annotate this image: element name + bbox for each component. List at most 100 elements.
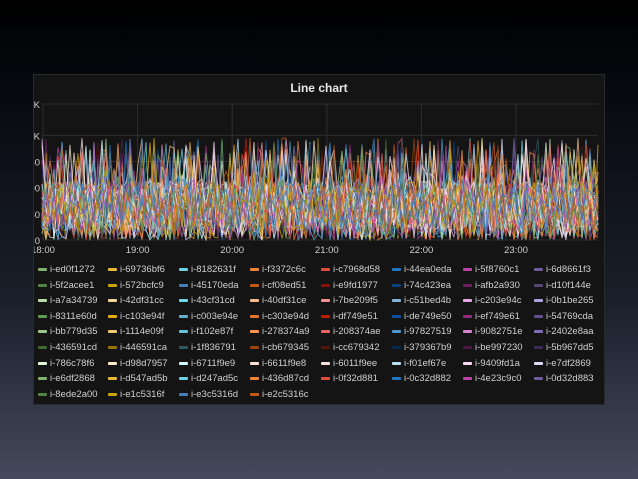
legend-item[interactable]: i-7be209f5: [321, 294, 378, 307]
legend-item[interactable]: i-4e23c9c0: [463, 372, 521, 385]
legend-label: i-ed0f1272: [50, 264, 95, 275]
legend-swatch: [179, 345, 188, 349]
legend-item[interactable]: i-5f2acee1: [38, 279, 94, 292]
legend-item[interactable]: i-436591cd: [38, 341, 97, 354]
legend-swatch: [38, 345, 47, 349]
legend-swatch: [321, 377, 330, 381]
legend-item[interactable]: i-572bcfc9: [108, 279, 164, 292]
legend-item[interactable]: i-9082751e: [463, 325, 523, 338]
legend-item[interactable]: i-54769cda: [534, 310, 593, 323]
legend-swatch: [321, 299, 330, 303]
legend-item[interactable]: i-2402e8aa: [534, 325, 594, 338]
legend-item[interactable]: i-d247ad5c: [179, 372, 238, 385]
legend-label: i-1114e09f: [120, 326, 164, 338]
legend-item[interactable]: i-cc679342: [321, 341, 379, 354]
legend-item[interactable]: i-e1c5316f: [108, 388, 164, 401]
legend-item[interactable]: i-1f836791: [179, 341, 236, 354]
legend-item[interactable]: i-379367b9: [392, 341, 452, 354]
x-tick-label: 20:00: [220, 245, 244, 256]
legend-item[interactable]: i-afb2a930: [463, 279, 520, 292]
legend-item[interactable]: i-9409fd1a: [463, 357, 520, 370]
legend-item[interactable]: i-cb679345: [250, 341, 309, 354]
legend-item[interactable]: i-208374ae: [321, 325, 381, 338]
legend-swatch: [463, 314, 472, 318]
legend-item[interactable]: i-c103e94f: [108, 310, 164, 323]
legend-item[interactable]: i-74c423ea: [392, 279, 451, 292]
legend-item[interactable]: i-45170eda: [179, 279, 239, 292]
legend-item[interactable]: i-1114e09f: [108, 325, 164, 338]
legend-item[interactable]: i-786c78f6: [38, 357, 94, 370]
legend-swatch: [463, 283, 472, 287]
legend-item[interactable]: i-de749e50: [392, 310, 452, 323]
legend-label: i-cf08ed51: [262, 279, 307, 291]
legend-item[interactable]: i-6011f9ee: [321, 357, 377, 370]
legend-swatch: [534, 299, 543, 303]
legend-label: i-6011f9ee: [333, 357, 378, 369]
y-tick-label: 500: [34, 184, 40, 195]
legend-label: i-1f836791: [191, 342, 236, 353]
legend-item[interactable]: i-69736bf6: [108, 263, 165, 276]
legend-label: i-436591cd: [50, 342, 98, 353]
legend-item[interactable]: i-c203e94c: [463, 294, 521, 307]
legend-swatch: [463, 330, 472, 334]
legend-swatch: [534, 267, 543, 271]
series-line-i-4e23c9c0: [41, 146, 599, 242]
legend-item[interactable]: i-d10f144e: [534, 279, 591, 292]
legend-label: i-97827519: [404, 326, 452, 338]
legend-item[interactable]: i-6611f9e8: [250, 357, 306, 370]
legend-item[interactable]: i-0d32d883: [534, 372, 594, 385]
legend-item[interactable]: i-c303e94d: [250, 310, 309, 323]
legend-item[interactable]: i-f01ef67e: [392, 357, 446, 370]
legend-item[interactable]: i-97827519: [392, 325, 452, 338]
legend-item[interactable]: i-6711f9e9: [179, 357, 235, 370]
legend-swatch: [38, 299, 47, 303]
legend-item[interactable]: i-8182631f: [179, 263, 236, 276]
legend-item[interactable]: i-5f8760c1: [463, 263, 519, 276]
legend-swatch: [534, 345, 543, 349]
legend-label: i-e2c5316c: [262, 388, 309, 400]
legend-item[interactable]: i-df749e51: [321, 310, 378, 323]
legend-item[interactable]: i-e9fd1977: [321, 279, 378, 292]
legend-item[interactable]: i-d98d7957: [108, 357, 168, 370]
legend-item[interactable]: i-40df31ce: [250, 294, 306, 307]
legend-swatch: [392, 377, 401, 381]
legend-item[interactable]: i-e7df2869: [534, 357, 591, 370]
legend-item[interactable]: i-0c32d882: [392, 372, 451, 385]
legend-item[interactable]: i-44ea0eda: [392, 263, 452, 276]
legend-item[interactable]: i-ed0f1272: [38, 263, 95, 276]
legend-item[interactable]: i-e3c5316d: [179, 388, 238, 401]
legend-label: i-cb679345: [262, 342, 310, 353]
legend-item[interactable]: i-ef749e61: [463, 310, 520, 323]
legend-label: i-c103e94f: [120, 310, 165, 322]
legend-item[interactable]: i-c003e94e: [179, 310, 238, 323]
legend-item[interactable]: i-436d87cd: [250, 372, 309, 385]
legend-item[interactable]: i-6d8661f3: [534, 263, 591, 276]
legend-swatch: [392, 299, 401, 303]
legend-item[interactable]: i-8311e60d: [38, 310, 97, 323]
legend-item[interactable]: i-8ede2a00: [38, 388, 98, 401]
legend-item[interactable]: i-42df31cc: [108, 294, 164, 307]
legend-item[interactable]: i-43cf31cd: [179, 294, 235, 307]
legend-label: i-208374ae: [333, 326, 381, 338]
legend-item[interactable]: i-d547ad5b: [108, 372, 168, 385]
legend-item[interactable]: i-a7a34739: [38, 294, 98, 307]
legend-label: i-afb2a930: [475, 279, 520, 291]
legend-item[interactable]: i-278374a9: [250, 325, 310, 338]
legend-item[interactable]: i-c7968d58: [321, 263, 380, 276]
legend-item[interactable]: i-f3372c6c: [250, 263, 306, 276]
legend-item[interactable]: i-0b1be265: [534, 294, 594, 307]
y-tick-label: 1.0 K: [34, 131, 41, 142]
legend-item[interactable]: i-5b967dd5: [534, 341, 594, 354]
legend-swatch: [179, 361, 188, 365]
legend-item[interactable]: i-e2c5316c: [250, 388, 308, 401]
legend-item[interactable]: i-be997230: [463, 341, 523, 354]
legend-item[interactable]: i-bb779d35: [38, 325, 98, 338]
legend-swatch: [321, 345, 330, 349]
legend-item[interactable]: i-f102e87f: [179, 325, 233, 338]
legend-item[interactable]: i-446591ca: [108, 341, 167, 354]
legend-item[interactable]: i-c51bed4b: [392, 294, 451, 307]
legend-label: i-69736bf6: [120, 264, 165, 275]
legend-item[interactable]: i-0f32d881: [321, 372, 378, 385]
legend-item[interactable]: i-e6df2868: [38, 372, 95, 385]
legend-item[interactable]: i-cf08ed51: [250, 279, 306, 292]
